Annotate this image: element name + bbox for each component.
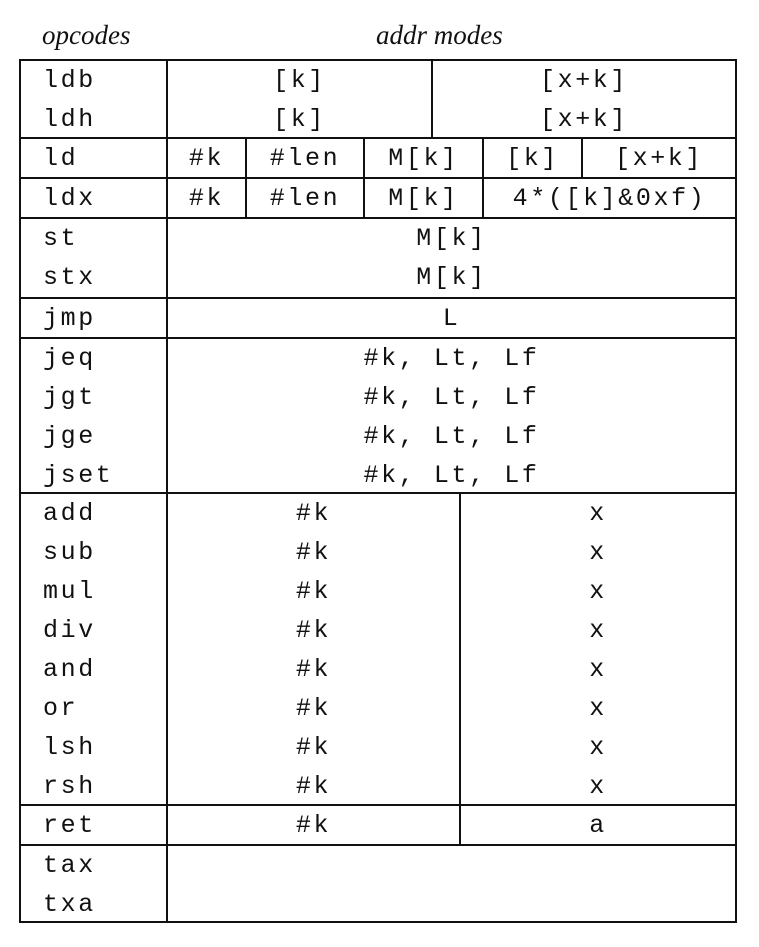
opcode: ret [43, 811, 96, 840]
opcode: div [43, 616, 96, 645]
addr-mode-cell: [x+k] [x+k] [431, 59, 737, 139]
addr-mode-cell: #k #k #k #k #k #k #k #k [166, 492, 461, 806]
opcode: txa [43, 890, 96, 919]
addr-mode: #k [295, 616, 332, 645]
addr-mode-cell: M[k] M[k] [166, 217, 737, 299]
opcode: ldb [43, 66, 96, 95]
opcode-cell: jmp [19, 297, 168, 339]
opcode: stx [43, 263, 96, 292]
opcode: ldx [43, 184, 96, 213]
opcode: jmp [43, 304, 96, 333]
addr-mode-cell [166, 844, 737, 923]
addr-mode: #k [188, 144, 225, 173]
addr-mode: L [442, 304, 461, 333]
opcode: mul [43, 577, 96, 606]
addr-mode-cell: #k [166, 137, 247, 179]
addr-mode: x [589, 733, 607, 762]
opcode: jeq [43, 344, 96, 373]
addr-mode: [k] [273, 105, 326, 134]
opcode-cell: ret [19, 804, 168, 846]
opcode-cell: jeq jgt jge jset [19, 337, 168, 494]
opcode: or [43, 694, 79, 723]
addr-mode: #k [295, 499, 332, 528]
addr-mode: M[k] [416, 224, 487, 253]
opcode: add [43, 499, 96, 528]
addr-mode: #len [269, 184, 341, 213]
opcode: and [43, 655, 96, 684]
addr-mode: [x+k] [539, 105, 628, 134]
opcode: ld [43, 144, 79, 173]
addr-mode-cell: [k] [482, 137, 583, 179]
opcode-cell: tax txa [19, 844, 168, 923]
opcode: lsh [43, 733, 96, 762]
addr-mode: M[k] [416, 263, 487, 292]
opcode-cell: st stx [19, 217, 168, 299]
opcode: sub [43, 538, 96, 567]
addr-mode-cell: #k [166, 177, 247, 219]
addr-mode-cell: #len [245, 177, 365, 219]
opcode-cell: add sub mul div and or lsh rsh [19, 492, 168, 806]
addr-mode: #k [295, 811, 332, 840]
addr-mode-cell: L [166, 297, 737, 339]
addr-mode: x [589, 772, 607, 801]
addr-mode: M[k] [388, 144, 459, 173]
addr-mode: #k [295, 733, 332, 762]
addr-mode: a [589, 811, 607, 840]
addr-mode: #len [269, 144, 341, 173]
addr-mode-cell: [k] [k] [166, 59, 433, 139]
addr-mode-cell: 4*([k]&0xf) [482, 177, 737, 219]
addr-mode: 4*([k]&0xf) [512, 184, 707, 213]
addr-mode: [x+k] [539, 66, 628, 95]
opcode-cell: ld [19, 137, 168, 179]
addr-mode: #k, Lt, Lf [363, 383, 540, 412]
opcode: jgt [43, 383, 96, 412]
addr-mode: #k [295, 538, 332, 567]
opcodes-header: opcodes [42, 20, 131, 50]
opcode: tax [43, 851, 96, 880]
addr-mode: #k [295, 655, 332, 684]
addr-mode-cell: M[k] [363, 177, 484, 219]
opcode-cell: ldb ldh [19, 59, 168, 139]
addr-mode-cell: #k [166, 804, 461, 846]
addr-mode: [k] [506, 144, 559, 173]
addr-mode: [x+k] [614, 144, 703, 173]
addr-mode: M[k] [388, 184, 459, 213]
addr-mode: #k [295, 694, 332, 723]
opcode-cell: ldx [19, 177, 168, 219]
addr-mode-cell: M[k] [363, 137, 484, 179]
opcode: jge [43, 422, 96, 451]
addr-mode-cell: #len [245, 137, 365, 179]
addr-mode: x [589, 538, 607, 567]
addr-mode: [k] [273, 66, 326, 95]
addr-modes-header: addr modes [376, 20, 503, 50]
addr-mode: #k, Lt, Lf [363, 344, 540, 373]
addr-mode-cell: #k, Lt, Lf #k, Lt, Lf #k, Lt, Lf #k, Lt, Lf [166, 337, 737, 494]
addr-mode-cell: a [459, 804, 737, 846]
addr-mode: #k, Lt, Lf [363, 422, 540, 451]
addr-mode: #k [295, 772, 332, 801]
opcode: st [43, 224, 79, 253]
addr-mode: x [589, 694, 607, 723]
addr-mode: x [589, 655, 607, 684]
addr-mode: #k [295, 577, 332, 606]
addr-mode: x [589, 616, 607, 645]
opcode: jset [43, 461, 114, 490]
addr-mode: #k, Lt, Lf [363, 461, 540, 490]
addr-mode: x [589, 499, 607, 528]
addr-mode-cell: [x+k] [581, 137, 737, 179]
addr-mode: #k [188, 184, 225, 213]
addr-mode: x [589, 577, 607, 606]
opcode: rsh [43, 772, 96, 801]
opcode: ldh [43, 105, 96, 134]
